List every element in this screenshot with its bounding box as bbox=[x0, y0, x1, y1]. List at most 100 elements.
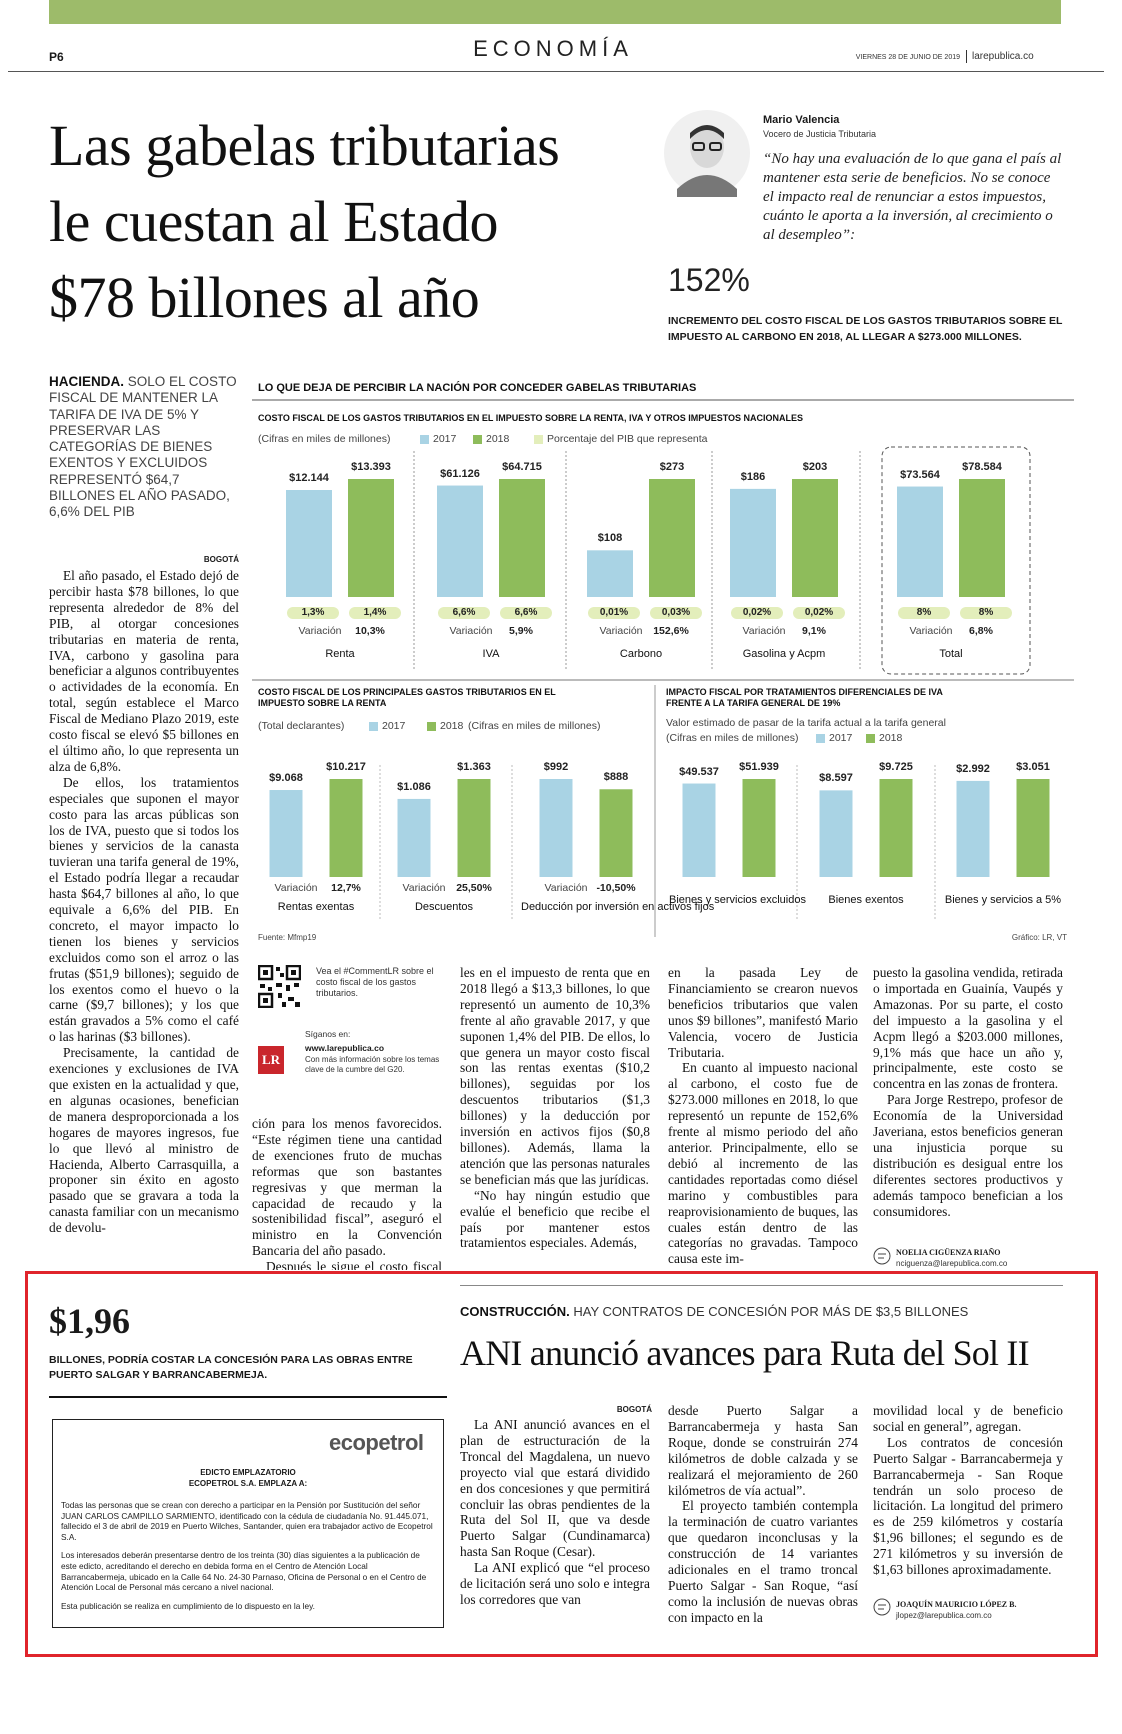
legend-label: 2017 bbox=[382, 720, 406, 732]
legend-swatch bbox=[866, 734, 875, 743]
bar bbox=[499, 479, 545, 597]
category-label: IVA bbox=[482, 648, 500, 660]
variation-value: 12,7% bbox=[331, 882, 361, 894]
edict-paragraph: Los interesados deberán presentarse dent… bbox=[61, 1550, 427, 1593]
box-stat: $1,96 bbox=[49, 1301, 130, 1341]
bar bbox=[539, 779, 573, 877]
value-label: $8.597 bbox=[819, 772, 853, 785]
paragraph: ción para los menos favorecidos. “Este r… bbox=[252, 1116, 442, 1259]
value-label: $1.363 bbox=[457, 761, 491, 773]
article-column: les en el impuesto de renta que en 2018 … bbox=[460, 965, 650, 1270]
variation-label: Variación bbox=[599, 625, 643, 637]
headline-line: Las gabelas tributarias bbox=[49, 113, 560, 178]
total-frame bbox=[881, 446, 1031, 675]
box-rule bbox=[49, 1396, 447, 1398]
variation-value: -10,50% bbox=[596, 882, 636, 894]
value-label: $3.051 bbox=[1016, 761, 1050, 773]
paragraph: Precisamente, la cantidad de exenciones … bbox=[49, 1045, 239, 1236]
bar bbox=[682, 783, 716, 877]
bar bbox=[959, 479, 1005, 597]
variation-label: Variación bbox=[274, 882, 318, 894]
legend-swatch bbox=[816, 734, 825, 743]
article-column: La ANI anunció avances en el plan de est… bbox=[460, 1417, 650, 1639]
value-label: $64.715 bbox=[502, 461, 542, 473]
paragraph: El proyecto también contempla la termina… bbox=[668, 1498, 858, 1625]
value-label: $992 bbox=[543, 761, 569, 773]
header-rule bbox=[8, 71, 1104, 72]
variation-value: 25,50% bbox=[456, 882, 492, 894]
paragraph: puesto la gasolina vendida, retirada o i… bbox=[873, 965, 1063, 1092]
category-label: Renta bbox=[325, 648, 355, 660]
value-label: $10.217 bbox=[326, 761, 366, 773]
chart-title: COSTO FISCAL DE LOS GASTOS TRIBUTARIOS E… bbox=[258, 413, 804, 423]
variation-label: Variación bbox=[449, 625, 493, 637]
share-pill: 1,3% bbox=[287, 607, 339, 619]
chart-subtitle: (Cifras en miles de millones) bbox=[258, 433, 391, 445]
edict-logo: ecopetrol bbox=[329, 1430, 424, 1455]
share-pill: 6,6% bbox=[500, 607, 552, 619]
share-pill: 6,6% bbox=[438, 607, 490, 619]
infographic: LO QUE DEJA DE PERCIBIR LA NACIÓN POR CO… bbox=[252, 375, 1074, 953]
article-column: puesto la gasolina vendida, retirada o i… bbox=[873, 965, 1063, 1240]
paragraph: movilidad local y de beneficio social en… bbox=[873, 1403, 1063, 1434]
kicker-label: CONSTRUCCIÓN. bbox=[460, 1304, 570, 1319]
headline-line: $78 billones al año bbox=[49, 265, 480, 330]
variation-value: 9,1% bbox=[802, 625, 826, 637]
value-label: $888 bbox=[603, 771, 629, 784]
category-label: Deducción por inversión en activos fijos bbox=[521, 901, 715, 913]
paragraph: Después le sigue el costo fiscal por los… bbox=[266, 1259, 442, 1270]
group-dividers bbox=[413, 451, 861, 669]
bar bbox=[599, 789, 633, 877]
paragraph: El año pasado, el Estado dejó de percibi… bbox=[49, 568, 239, 774]
quote-text: “No hay una evaluación de lo que gana el… bbox=[763, 151, 1062, 243]
category-label: Descuentos bbox=[414, 901, 474, 913]
legend-label: Porcentaje del PIB que representa bbox=[547, 433, 708, 445]
bar bbox=[1016, 779, 1050, 877]
edict-title: EDICTO EMPLAZATORIO bbox=[200, 1468, 296, 1477]
dateline: BOGOTÁ bbox=[616, 1405, 652, 1414]
category-label: Gasolina y Acpm bbox=[742, 648, 826, 660]
chart-title: IMPACTO FISCAL POR TRATAMIENTOS DIFERENC… bbox=[666, 687, 943, 708]
bar bbox=[897, 486, 943, 597]
variation-label: Variación bbox=[298, 625, 342, 637]
bar bbox=[956, 780, 990, 877]
variation-value: 6,8% bbox=[969, 625, 993, 637]
category-label: Carbono bbox=[619, 648, 663, 660]
highlight-frame bbox=[25, 1271, 1098, 1657]
legend-label: 2018 bbox=[879, 732, 903, 744]
variation-value: 152,6% bbox=[653, 625, 689, 637]
social-note: Con más información sobre los temas clav… bbox=[305, 1055, 440, 1074]
stat-caption: INCREMENTO DEL COSTO FISCAL DE LOS GASTO… bbox=[668, 315, 1063, 343]
bar bbox=[792, 479, 838, 597]
lead: HACIENDA. SOLO EL COSTO FISCAL DE MANTEN… bbox=[49, 374, 241, 521]
legend-swatch bbox=[427, 722, 436, 731]
author-icon bbox=[873, 1598, 891, 1616]
paragraph: Los contratos de concesión Puerto Salgar… bbox=[873, 1434, 1063, 1578]
headline-line: le cuestan al Estado bbox=[49, 189, 499, 254]
dateline: BOGOTÁ bbox=[203, 555, 239, 564]
share-pill: 8% bbox=[960, 607, 1012, 619]
chart-subtitle: (Total declarantes) bbox=[258, 720, 345, 732]
legend-swatch bbox=[420, 435, 429, 444]
edict-box: ecopetrol EDICTO EMPLAZATORIO ECOPETROL … bbox=[52, 1419, 444, 1628]
value-label: $49.537 bbox=[679, 765, 719, 778]
social-text: Vea el #CommentLR sobre el costo fiscal … bbox=[316, 966, 434, 998]
value-label: $12.144 bbox=[289, 472, 329, 484]
issue-date: VIERNES 28 DE JUNIO DE 2019 bbox=[855, 54, 960, 61]
chart-subtitle: Valor estimado de pasar de la tarifa act… bbox=[666, 717, 946, 729]
bar bbox=[329, 779, 363, 877]
share-pill: 1,4% bbox=[349, 607, 401, 619]
article-column: desde Puerto Salgar a Barrancabermeja y … bbox=[668, 1403, 858, 1639]
article-column: movilidad local y de beneficio social en… bbox=[873, 1403, 1063, 1593]
edict-body: Todas las personas que se crean con dere… bbox=[61, 1500, 435, 1611]
article-column: El año pasado, el Estado dejó de percibi… bbox=[49, 568, 239, 1270]
source: Fuente: Mfmp19 bbox=[258, 933, 317, 942]
headline: Las gabelas tributarias le cuestan al Es… bbox=[49, 108, 560, 336]
legend-swatch bbox=[473, 435, 482, 444]
value-label: $13.393 bbox=[351, 461, 391, 473]
share-pill: 0,02% bbox=[731, 607, 783, 619]
value-label: $73.564 bbox=[900, 468, 940, 481]
chart-note: (Cifras en miles de millones) bbox=[666, 732, 799, 744]
legend-label: 2017 bbox=[433, 433, 457, 445]
